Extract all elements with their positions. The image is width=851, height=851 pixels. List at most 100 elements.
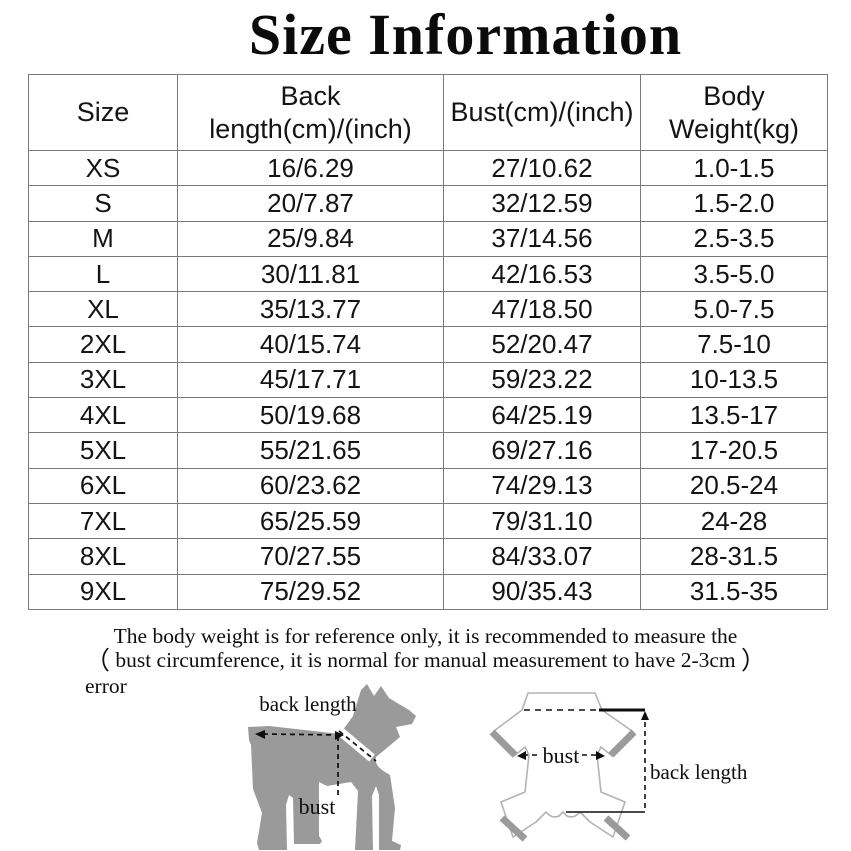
- value-cell: 32/12.59: [443, 185, 641, 222]
- value-cell: 2.5-3.5: [640, 220, 828, 257]
- value-cell: 31.5-35: [640, 573, 828, 611]
- size-cell: M: [28, 220, 178, 257]
- size-cell: S: [28, 185, 178, 222]
- value-cell: 25/9.84: [177, 220, 444, 257]
- note-line-3: error: [85, 674, 127, 698]
- size-cell: 2XL: [28, 326, 178, 363]
- value-cell: 16/6.29: [177, 149, 444, 187]
- value-cell: 84/33.07: [443, 538, 641, 575]
- size-cell: 7XL: [28, 502, 178, 540]
- value-cell: 59/23.22: [443, 361, 641, 399]
- value-cell: 69/27.16: [443, 432, 641, 469]
- value-cell: 52/20.47: [443, 326, 641, 363]
- size-cell: 4XL: [28, 397, 178, 434]
- value-cell: 37/14.56: [443, 220, 641, 257]
- note: The body weight is for reference only, i…: [0, 624, 851, 698]
- value-cell: 90/35.43: [443, 573, 641, 611]
- table-row: 9XL 75/29.52 90/35.43 31.5-35: [28, 573, 828, 611]
- value-cell: 1.0-1.5: [640, 149, 828, 187]
- open-paren: （: [84, 648, 110, 675]
- table-row: 8XL 70/27.55 84/33.07 28-31.5: [28, 538, 828, 575]
- garment-bust-label: bust: [543, 743, 580, 768]
- value-cell: 45/17.71: [177, 361, 444, 399]
- bust-arrow-left: [517, 751, 526, 760]
- table-row: 4XL 50/19.68 64/25.19 13.5-17: [28, 397, 828, 434]
- table-row: M 25/9.84 37/14.56 2.5-3.5: [28, 220, 828, 257]
- right-sleeve-cuff: [608, 729, 637, 758]
- value-cell: 30/11.81: [177, 255, 444, 293]
- size-cell: XS: [28, 149, 178, 187]
- note-line-2: （ bust circumference, it is normal for m…: [0, 648, 851, 674]
- value-cell: 20.5-24: [640, 467, 828, 504]
- left-sleeve-cuff: [489, 729, 518, 758]
- value-cell: 42/16.53: [443, 255, 641, 293]
- table-row: S 20/7.87 32/12.59 1.5-2.0: [28, 185, 828, 222]
- value-cell: 65/25.59: [177, 502, 444, 540]
- garment-outline: [493, 692, 633, 838]
- neck-line: [338, 730, 377, 762]
- table-row: XS 16/6.29 27/10.62 1.0-1.5: [28, 149, 828, 187]
- size-cell: XL: [28, 291, 178, 328]
- header-row: Size Back length(cm)/(inch) Bust(cm)/(inch…: [28, 74, 828, 151]
- size-cell: 8XL: [28, 538, 178, 575]
- size-table-header: Size Back length(cm)/(inch) Bust(cm)/(inch…: [28, 74, 828, 151]
- value-cell: 70/27.55: [177, 538, 444, 575]
- size-table: Size Back length(cm)/(inch) Bust(cm)/(inch…: [28, 74, 828, 611]
- value-cell: 13.5-17: [640, 397, 828, 434]
- back-length-arrow-left: [255, 730, 265, 739]
- value-cell: 10-13.5: [640, 361, 828, 399]
- table-row: 6XL 60/23.62 74/29.13 20.5-24: [28, 467, 828, 504]
- value-cell: 28-31.5: [640, 538, 828, 575]
- note-line-1: The body weight is for reference only, i…: [113, 624, 738, 648]
- table-row: XL 35/13.77 47/18.50 5.0-7.5: [28, 291, 828, 328]
- column-header: Back length(cm)/(inch): [177, 74, 444, 151]
- left-leg-cuff: [499, 815, 528, 842]
- garment-measurement-diagram: bust back length: [489, 692, 748, 842]
- right-leg-cuff: [603, 815, 631, 841]
- value-cell: 20/7.87: [177, 185, 444, 222]
- value-cell: 24-28: [640, 502, 828, 540]
- value-cell: 79/31.10: [443, 502, 641, 540]
- value-cell: 5.0-7.5: [640, 291, 828, 328]
- value-cell: 27/10.62: [443, 149, 641, 187]
- size-cell: 5XL: [28, 432, 178, 469]
- value-cell: 1.5-2.0: [640, 185, 828, 222]
- size-table-body: XS 16/6.29 27/10.62 1.0-1.5 S 20/7.87 32/12.59…: [28, 149, 828, 611]
- note-line-2-text: bust circumference, it is normal for man…: [115, 648, 736, 672]
- back-length-arrow-up: [641, 711, 649, 720]
- table-row: 7XL 65/25.59 79/31.10 24-28: [28, 502, 828, 540]
- value-cell: 47/18.50: [443, 291, 641, 328]
- value-cell: 50/19.68: [177, 397, 444, 434]
- column-header: Bust(cm)/(inch): [443, 74, 641, 151]
- table-row: 2XL 40/15.74 52/20.47 7.5-10: [28, 326, 828, 363]
- value-cell: 3.5-5.0: [640, 255, 828, 293]
- size-cell: 9XL: [28, 573, 178, 611]
- size-cell: 3XL: [28, 361, 178, 399]
- dog-bust-label: bust: [299, 794, 336, 819]
- table-row: 5XL 55/21.65 69/27.16 17-20.5: [28, 432, 828, 469]
- garment-back-length-label: back length: [650, 760, 748, 784]
- dog-back-length-label: back length: [259, 692, 357, 716]
- bust-arrow-right: [596, 751, 605, 760]
- column-header: Size: [28, 74, 178, 151]
- value-cell: 40/15.74: [177, 326, 444, 363]
- page-title: Size Information: [248, 2, 683, 67]
- dog-measurement-diagram: back length bust: [248, 684, 416, 850]
- value-cell: 74/29.13: [443, 467, 641, 504]
- table-row: L 30/11.81 42/16.53 3.5-5.0: [28, 255, 828, 293]
- close-paren: ）: [741, 648, 767, 675]
- size-cell: L: [28, 255, 178, 293]
- value-cell: 60/23.62: [177, 467, 444, 504]
- value-cell: 75/29.52: [177, 573, 444, 611]
- value-cell: 64/25.19: [443, 397, 641, 434]
- back-length-line: [262, 733, 342, 736]
- column-header: Body Weight(kg): [640, 74, 828, 151]
- value-cell: 35/13.77: [177, 291, 444, 328]
- value-cell: 7.5-10: [640, 326, 828, 363]
- value-cell: 55/21.65: [177, 432, 444, 469]
- table-row: 3XL 45/17.71 59/23.22 10-13.5: [28, 361, 828, 399]
- value-cell: 17-20.5: [640, 432, 828, 469]
- size-cell: 6XL: [28, 467, 178, 504]
- dog-silhouette: [248, 684, 416, 850]
